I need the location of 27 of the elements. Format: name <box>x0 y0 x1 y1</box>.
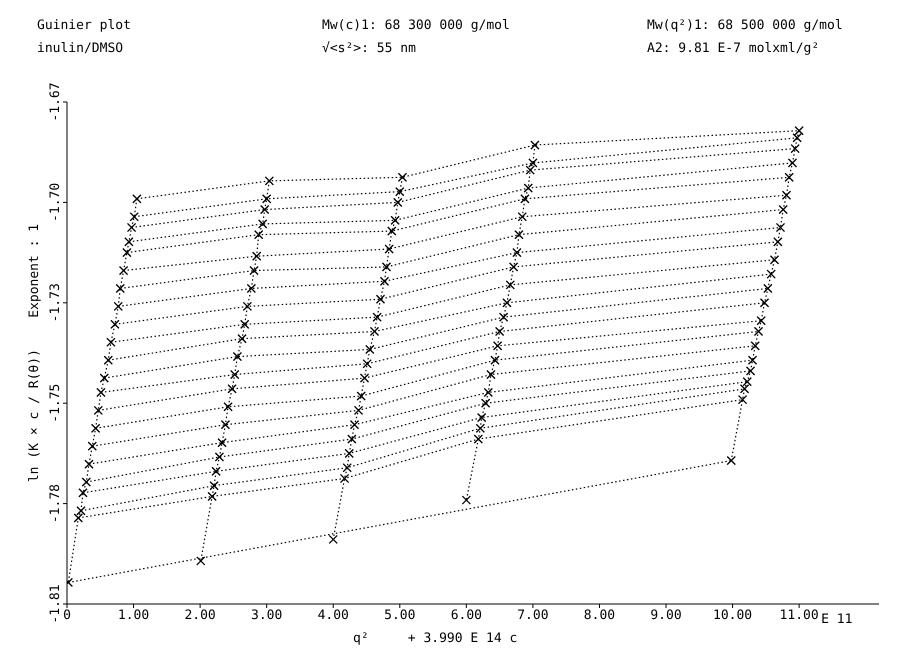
x-tick-label: 11.00 <box>780 608 819 624</box>
text: √<s²>: 55 nm <box>322 41 416 57</box>
y-tick-label: -1.70 <box>48 182 63 222</box>
x-tick-label: 2.00 <box>184 608 216 624</box>
x-tick-label: 8.00 <box>584 608 616 624</box>
chart-title: Guinier plot <box>37 18 131 34</box>
x-tick-label: 7.00 <box>517 608 549 624</box>
text: E 11 <box>821 612 852 628</box>
x-tick-label: 4.00 <box>318 608 349 624</box>
x-tick-label: 0 <box>63 608 71 624</box>
y-tick-label: -1.81 <box>48 584 63 624</box>
x-tick-label: 5.00 <box>384 608 416 624</box>
y-axis-title: ln (K × c / R(θ)) Exponent : 1 <box>27 224 42 482</box>
x-tick-label: 6.00 <box>450 608 482 624</box>
text: Mw(c)1: 68 300 000 g/mol <box>322 18 510 34</box>
x-tick-label: 9.00 <box>650 608 682 624</box>
x-axis-title: q² + 3.990 E 14 c <box>353 631 518 647</box>
y-tick-label: -1.75 <box>48 384 63 423</box>
y-tick-label: -1.67 <box>48 82 63 122</box>
y-tick-label: -1.73 <box>48 283 63 322</box>
chart-subtitle: inulin/DMSO <box>37 41 124 57</box>
text: Mw(q²)1: 68 500 000 g/mol <box>647 18 843 34</box>
x-tick-label: 10.00 <box>713 608 752 624</box>
x-tick-label: 1.00 <box>118 608 150 624</box>
text: A2: 9.81 E-7 molxml/g² <box>647 41 820 57</box>
x-tick-label: 3.00 <box>251 608 282 624</box>
y-tick-label: -1.78 <box>48 484 63 524</box>
